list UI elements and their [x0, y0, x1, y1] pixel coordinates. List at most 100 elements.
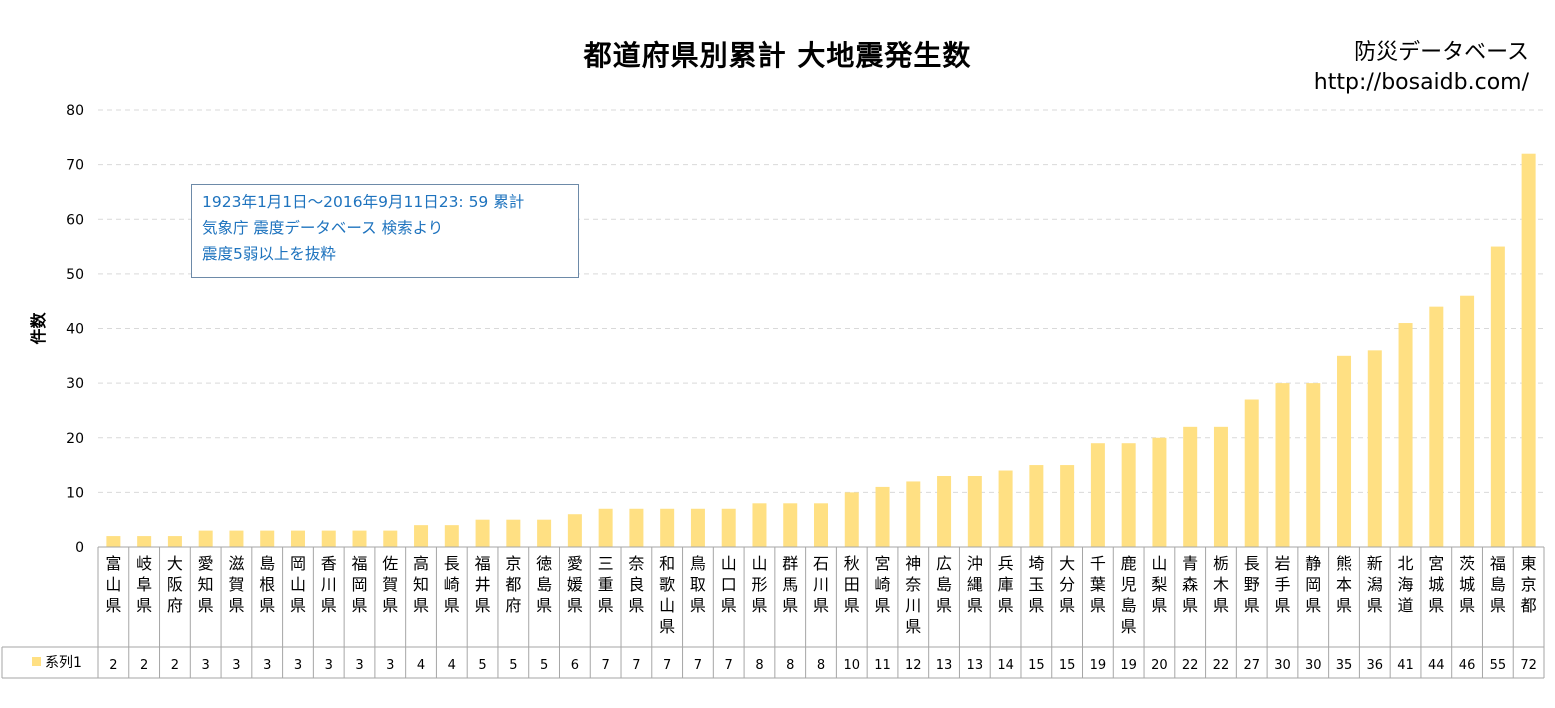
bar	[1398, 323, 1413, 547]
data-value-label: 3	[294, 658, 302, 673]
x-tick-label: 大分県	[1059, 554, 1075, 615]
y-tick-label: 0	[75, 540, 84, 556]
source-url[interactable]: http://bosaidb.com/	[1313, 70, 1529, 95]
x-tick-label: 新潟県	[1367, 554, 1383, 615]
x-tick-label: 沖縄県	[967, 554, 983, 615]
x-tick-label: 福井県	[475, 554, 491, 615]
bar	[1460, 295, 1475, 547]
data-value-label: 3	[325, 658, 333, 673]
y-tick-label: 30	[66, 376, 84, 392]
bar	[783, 503, 798, 547]
data-value-label: 3	[202, 658, 210, 673]
note-line-3: 震度5弱以上を抜粋	[202, 245, 336, 263]
bar	[937, 475, 952, 547]
data-value-label: 20	[1151, 658, 1168, 673]
data-value-label: 13	[967, 658, 984, 673]
x-tick-label: 山梨県	[1151, 554, 1167, 615]
x-tick-label: 山形県	[751, 554, 767, 615]
data-value-label: 8	[755, 658, 763, 673]
data-value-label: 4	[448, 658, 456, 673]
x-tick-label: 香川県	[321, 554, 337, 615]
x-tick-label: 秋田県	[844, 554, 860, 615]
data-value-label: 12	[905, 658, 922, 673]
bar	[1090, 443, 1105, 547]
y-tick-label: 10	[66, 485, 84, 501]
bar	[537, 519, 552, 547]
bar	[444, 525, 459, 547]
y-tick-label: 80	[66, 103, 84, 119]
data-value-label: 46	[1459, 658, 1476, 673]
bar	[167, 536, 182, 547]
note-box: 1923年1月1日～2016年9月11日23: 59 累計 気象庁 震度データベ…	[191, 184, 579, 278]
x-tick-label: 千葉県	[1090, 554, 1106, 615]
data-value-label: 2	[109, 658, 117, 673]
x-tick-label: 福岡県	[352, 554, 368, 615]
y-tick-label: 70	[66, 158, 84, 174]
bar	[629, 508, 644, 547]
bar	[321, 530, 336, 547]
data-value-label: 5	[478, 658, 486, 673]
data-value-label: 3	[263, 658, 271, 673]
data-value-label: 2	[140, 658, 148, 673]
x-tick-label: 埼玉県	[1028, 554, 1044, 615]
note-line-1: 1923年1月1日～2016年9月11日23: 59 累計	[202, 193, 525, 211]
data-value-label: 35	[1336, 658, 1353, 673]
bar	[844, 492, 859, 547]
data-value-label: 22	[1213, 658, 1230, 673]
data-value-label: 10	[843, 658, 860, 673]
x-tick-label: 大阪府	[167, 554, 183, 615]
bar	[875, 486, 890, 547]
x-tick-label: 福島県	[1490, 554, 1506, 615]
y-tick-label: 50	[66, 267, 84, 283]
data-value-label: 2	[171, 658, 179, 673]
note-line-2: 気象庁 震度データベース 検索より	[202, 219, 444, 237]
x-tick-label: 高知県	[413, 554, 429, 615]
x-tick-label: 愛媛県	[567, 554, 583, 615]
x-tick-label: 島根県	[259, 554, 275, 615]
x-tick-label: 神奈川県	[905, 554, 921, 636]
bar	[1029, 465, 1044, 547]
data-value-label: 4	[417, 658, 425, 673]
data-value-label: 5	[509, 658, 517, 673]
data-value-label: 13	[936, 658, 953, 673]
bar	[906, 481, 921, 547]
data-value-label: 72	[1520, 658, 1537, 673]
bar	[198, 530, 213, 547]
bar	[1183, 426, 1198, 547]
data-value-label: 22	[1182, 658, 1199, 673]
data-value-label: 7	[694, 658, 702, 673]
data-value-label: 27	[1243, 658, 1260, 673]
data-value-label: 3	[232, 658, 240, 673]
bar	[1429, 306, 1444, 547]
bar	[690, 508, 705, 547]
data-value-label: 5	[540, 658, 548, 673]
bar	[1244, 399, 1259, 547]
bar	[967, 475, 982, 547]
data-value-label: 6	[571, 658, 579, 673]
x-tick-label: 徳島県	[536, 554, 552, 615]
x-tick-label: 東京都	[1521, 554, 1537, 615]
bar	[260, 530, 275, 547]
data-value-label: 55	[1490, 658, 1507, 673]
x-tick-label: 静岡県	[1305, 554, 1321, 615]
bar	[598, 508, 613, 547]
data-value-label: 3	[386, 658, 394, 673]
x-tick-label: 三重県	[598, 554, 614, 615]
bar	[137, 536, 152, 547]
x-tick-label: 宮城県	[1428, 554, 1444, 615]
bar	[106, 536, 121, 547]
data-value-label: 8	[786, 658, 794, 673]
data-value-label: 36	[1367, 658, 1384, 673]
legend-swatch	[32, 657, 41, 666]
bar	[814, 503, 828, 547]
source-info: 防災データベース http://bosaidb.com/	[1314, 38, 1529, 98]
chart-title: 都道府県別累計 大地震発生数	[583, 39, 972, 72]
data-value-label: 19	[1120, 658, 1137, 673]
x-tick-label: 山口県	[721, 554, 737, 615]
source-name: 防災データベース	[1354, 40, 1529, 65]
data-value-label: 8	[817, 658, 825, 673]
data-value-label: 15	[1059, 658, 1076, 673]
x-tick-label: 兵庫県	[998, 554, 1014, 615]
x-tick-label: 長野県	[1244, 554, 1260, 615]
